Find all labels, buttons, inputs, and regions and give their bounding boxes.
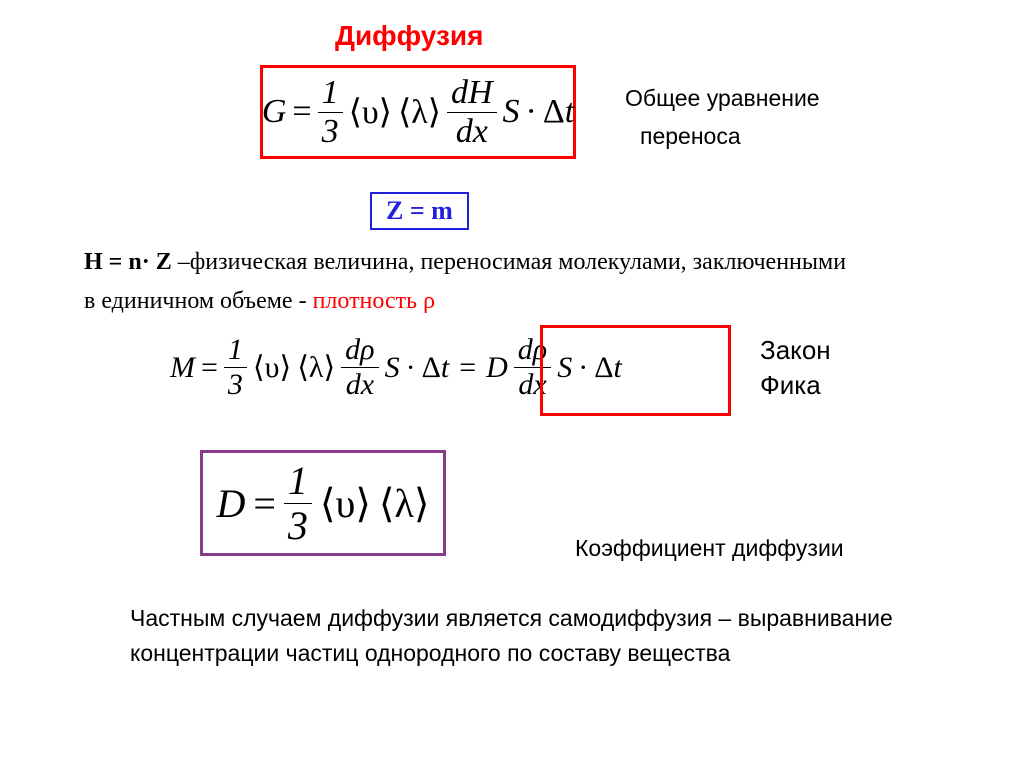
z-equals-m-box: Z = m <box>370 192 469 230</box>
diffusion-coef-label: Коэффициент диффузии <box>575 535 844 562</box>
footer-line-1: Частным случаем диффузии является самоди… <box>130 605 893 632</box>
fick-rhs-box <box>540 325 731 416</box>
d3-3: 3 <box>284 504 312 546</box>
var-D-3: D <box>216 480 245 527</box>
fick-label-2: Фика <box>760 370 821 401</box>
diffusion-coef-box: D = 1 3 ⟨υ⟩ ⟨λ⟩ <box>200 450 446 556</box>
n1: 1 <box>224 335 247 368</box>
var-G: G <box>262 93 287 131</box>
equals: = <box>292 93 311 131</box>
one-third-2: 1 3 <box>224 335 247 400</box>
var-M: M <box>170 351 195 385</box>
drho: dρ <box>341 335 378 368</box>
var-S-2: S <box>385 351 400 385</box>
h-def-prefix: H = n· Z <box>84 249 172 275</box>
diffusion-coef-eq: D = 1 3 ⟨υ⟩ ⟨λ⟩ <box>203 453 443 553</box>
transport-label-2: переноса <box>640 123 741 150</box>
num-1: 1 <box>318 76 343 113</box>
d3: 3 <box>224 368 247 400</box>
avg-v-2: ⟨υ⟩ <box>253 350 291 385</box>
one-third-3: 1 3 <box>284 461 312 546</box>
equals-2: = <box>201 351 218 385</box>
delta-t-2: Δt <box>422 351 450 385</box>
fick-label-1: Закон <box>760 335 831 366</box>
avg-velocity: ⟨υ⟩ <box>349 92 392 132</box>
dH: dH <box>447 76 497 113</box>
avg-l-2: ⟨λ⟩ <box>297 350 335 385</box>
footer-line-2: концентрации частиц однородного по соста… <box>130 640 730 667</box>
den-3: 3 <box>318 113 343 149</box>
avg-v-3: ⟨υ⟩ <box>320 480 371 527</box>
var-D: D <box>486 351 508 385</box>
h-definition-line1: H = n· Z –физическая величина, переносим… <box>84 249 846 276</box>
equals-4: = <box>253 480 276 527</box>
h-def-rest: –физическая величина, переносимая молеку… <box>172 249 846 275</box>
h-def-density: плотность ρ <box>313 288 436 314</box>
dH-dx: dH dx <box>447 76 497 149</box>
z-equals-m: Z = m <box>386 196 453 225</box>
transport-equation-box: G = 1 3 ⟨υ⟩ ⟨λ⟩ dH dx S · Δt <box>260 65 576 159</box>
h-definition-line2: в единичном объеме - плотность ρ <box>84 288 435 315</box>
page-title: Диффузия <box>335 20 483 52</box>
dx2: dx <box>341 368 378 400</box>
cdot: · <box>526 93 537 131</box>
h-def-2a: в единичном объеме - <box>84 288 313 314</box>
var-S: S <box>503 93 520 131</box>
delta-t: Δt <box>543 93 574 131</box>
cdot-2: · <box>406 351 416 385</box>
drho-dx: dρ dx <box>341 335 378 400</box>
avg-lambda: ⟨λ⟩ <box>398 92 441 132</box>
n1-3: 1 <box>284 461 312 504</box>
transport-label-1: Общее уравнение <box>625 85 820 112</box>
equals-3: = <box>459 351 476 385</box>
dx: dx <box>447 113 497 149</box>
avg-l-3: ⟨λ⟩ <box>379 480 430 527</box>
transport-equation: G = 1 3 ⟨υ⟩ ⟨λ⟩ dH dx S · Δt <box>263 68 573 156</box>
one-third: 1 3 <box>318 76 343 149</box>
